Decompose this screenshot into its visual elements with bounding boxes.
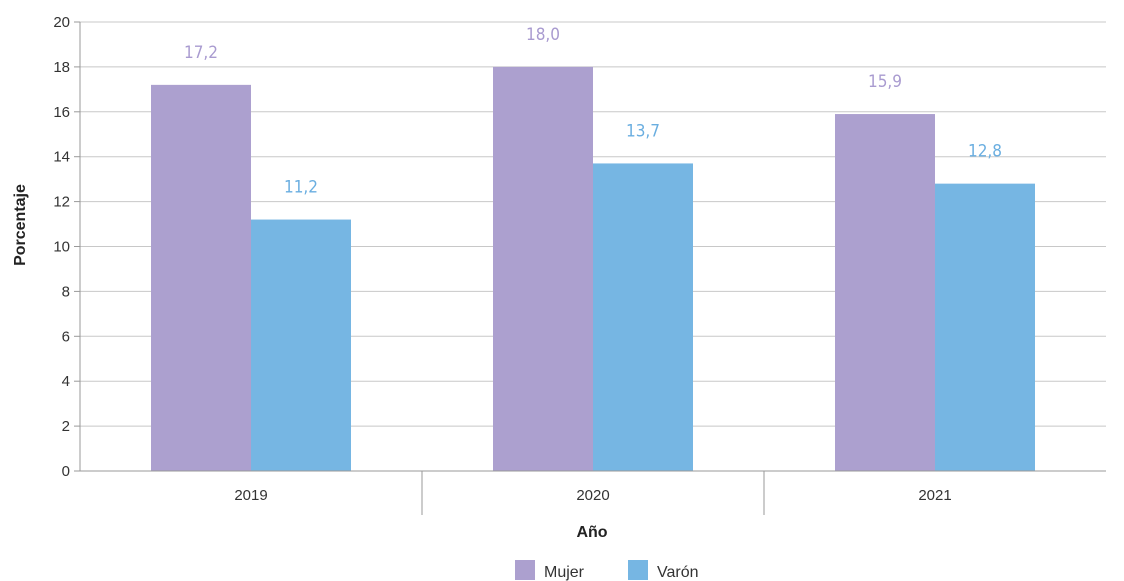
legend: Mujer Varón	[515, 560, 699, 581]
legend-swatch	[515, 560, 535, 580]
y-tick-label: 12	[53, 194, 70, 211]
data-label: 13,7	[626, 121, 660, 141]
data-label: 12,8	[968, 142, 1002, 162]
x-axis: 2019 2020 2021	[79, 22, 1106, 515]
y-tick-label: 2	[62, 418, 70, 435]
bar-varn-2020	[593, 163, 693, 471]
y-tick-label: 0	[62, 463, 70, 480]
y-tick-label: 18	[53, 59, 70, 76]
bars	[151, 66, 1035, 472]
legend-swatch	[628, 560, 648, 580]
y-axis-ticks: 0 2 4 6 8 10 12 14 16 18 20	[53, 14, 80, 480]
bar-mujer-2019	[151, 84, 251, 472]
data-label: 17,2	[184, 43, 218, 63]
data-label: 18,0	[526, 25, 560, 45]
x-axis-title: Año	[576, 524, 607, 541]
x-tick-label: 2020	[576, 487, 609, 504]
data-label: 11,2	[284, 178, 318, 198]
x-tick-label: 2019	[234, 487, 267, 504]
bar-mujer-2020	[493, 66, 593, 472]
data-label: 15,9	[868, 72, 902, 92]
y-tick-label: 8	[62, 283, 70, 300]
legend-label: Varón	[657, 564, 699, 581]
bar-varn-2021	[935, 183, 1035, 471]
y-axis-title: Porcentaje	[12, 184, 29, 266]
y-tick-label: 20	[53, 14, 70, 31]
bar-mujer-2021	[835, 114, 935, 472]
value-labels: 17,2 11,2 18,0 13,7 15,9 12,8	[184, 25, 1002, 198]
y-tick-label: 16	[53, 104, 70, 121]
y-tick-label: 10	[53, 239, 70, 256]
y-tick-label: 6	[62, 328, 70, 345]
x-tick-label: 2021	[918, 487, 951, 504]
legend-label: Mujer	[544, 564, 585, 581]
bar-varn-2019	[251, 219, 351, 471]
y-tick-label: 4	[62, 373, 70, 390]
y-tick-label: 14	[53, 149, 70, 166]
